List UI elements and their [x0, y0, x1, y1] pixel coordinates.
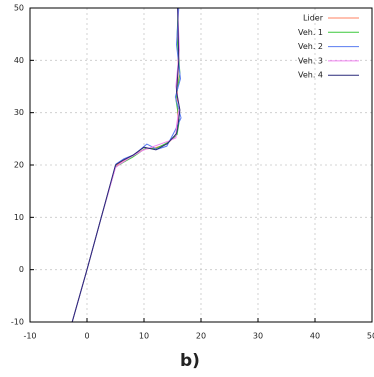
legend-label: Veh. 2 [298, 42, 323, 51]
x-tick-label: 20 [196, 332, 206, 341]
y-tick-label: -10 [11, 318, 24, 327]
legend-label: Veh. 1 [298, 28, 323, 37]
y-tick-label: 50 [14, 4, 24, 13]
y-tick-label: 10 [14, 213, 24, 222]
y-tick-label: 20 [14, 161, 24, 170]
x-tick-label: 0 [84, 332, 89, 341]
y-tick-label: 40 [14, 56, 24, 65]
x-tick-label: 40 [310, 332, 320, 341]
x-tick-label: 30 [253, 332, 263, 341]
caption: b) [180, 351, 200, 371]
x-tick-label: -10 [23, 332, 36, 341]
y-tick-label: 30 [14, 108, 24, 117]
legend-label: Veh. 3 [298, 56, 323, 65]
y-tick-label: 0 [19, 265, 24, 274]
x-tick-label: 10 [139, 332, 149, 341]
series-line [71, 8, 181, 322]
legend-label: Veh. 4 [298, 71, 323, 80]
x-tick-label: 50 [367, 332, 374, 341]
legend-label: Lider [303, 14, 324, 23]
